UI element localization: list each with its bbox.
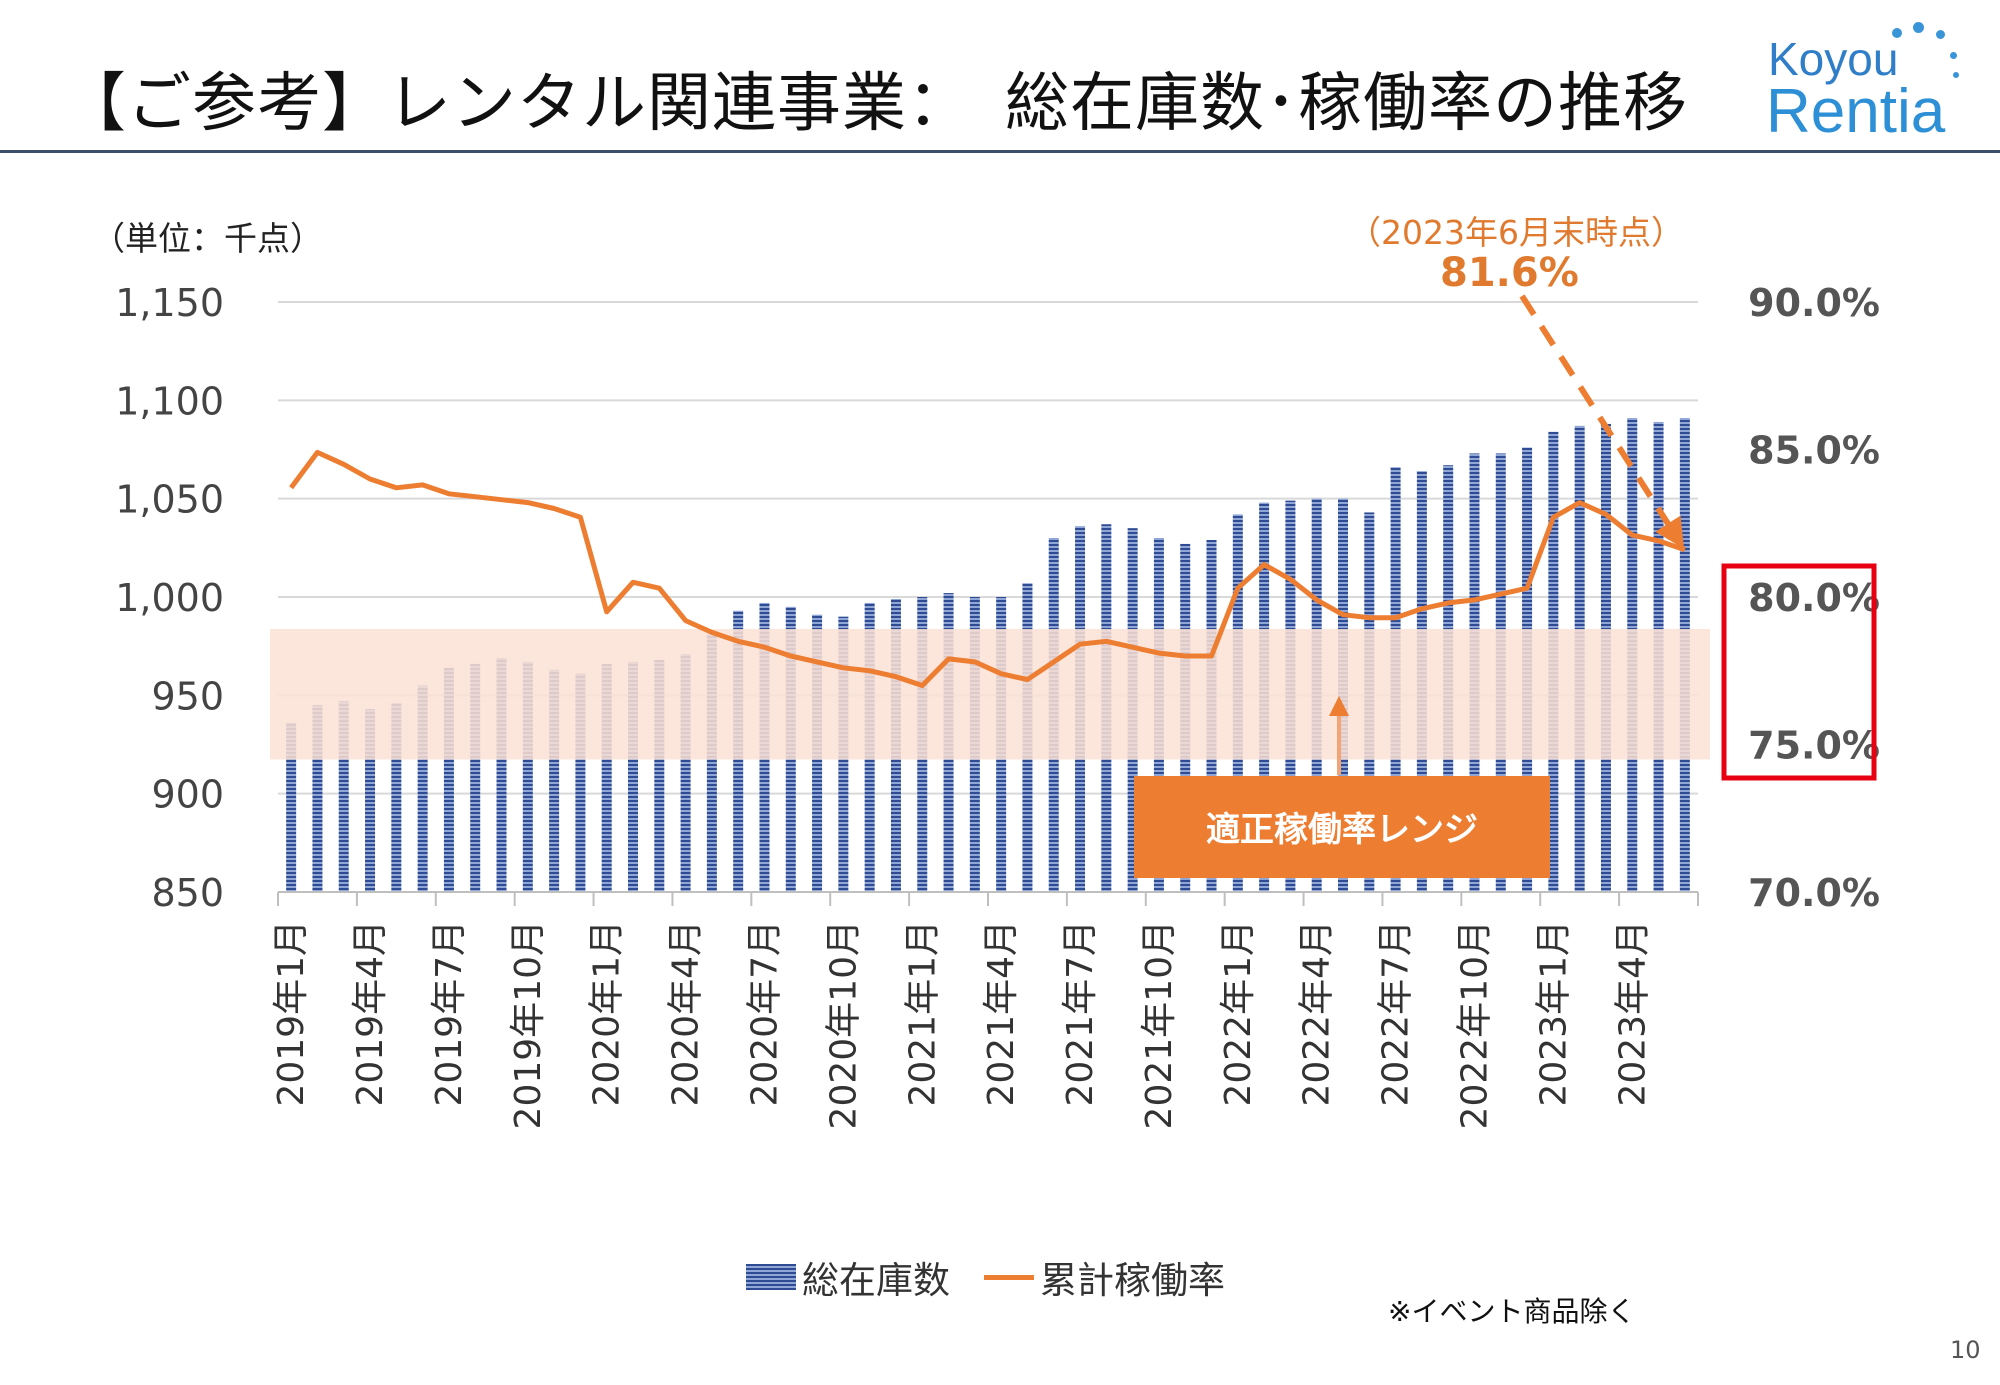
legend-line-swatch [984, 1274, 1034, 1280]
x-axis-tick-label: 2023年4月 [1612, 920, 1653, 1107]
x-axis-tick-label: 2019年4月 [350, 920, 391, 1107]
bar-total-inventory [549, 669, 560, 892]
unit-label: （単位：千点） [92, 219, 323, 258]
x-axis-tick-label: 2021年7月 [1060, 920, 1101, 1107]
callout-value: 81.6% [1440, 250, 1579, 296]
bar-total-inventory [628, 661, 638, 892]
bar-total-inventory [522, 661, 533, 892]
x-axis-tick-label: 2019年7月 [429, 920, 470, 1107]
x-axis-tick-label: 2021年1月 [902, 920, 943, 1107]
x-axis-tick-label: 2020年1月 [587, 920, 628, 1107]
bar-total-inventory [496, 657, 507, 892]
left-axis-tick-label: 1,000 [115, 576, 224, 620]
right-axis-tick-label: 90.0% [1748, 281, 1880, 325]
x-axis-tick-label: 2020年7月 [744, 920, 785, 1107]
left-axis-tick-label: 850 [151, 871, 224, 915]
bar-total-inventory [601, 663, 612, 892]
bar-total-inventory [443, 667, 454, 892]
logo-text-rentia: Rentia [1766, 77, 1946, 146]
bar-total-inventory [706, 634, 717, 892]
logo-dot [1892, 28, 1902, 38]
x-axis-tick-label: 2021年4月 [981, 920, 1022, 1107]
logo-text-koyou: Koyou [1768, 33, 1899, 85]
company-logo: Koyou Rentia [1758, 14, 1990, 146]
axes: 850 900 950 1,000 1,050 1,100 1,150 70.0% 75.0% 8… [115, 281, 1880, 1129]
page-title: 【ご参考】レンタル関連事業： 総在庫数･稼働率の推移 [62, 67, 1688, 141]
callout-arrow [1519, 294, 1685, 549]
bar-total-inventory [417, 685, 428, 892]
bar-total-inventory [286, 722, 297, 892]
band-label-text: 適正稼働率レンジ [1206, 810, 1478, 850]
target-range-band [270, 629, 1710, 760]
left-axis-tick-label: 950 [151, 674, 224, 718]
logo-dot [1913, 22, 1924, 33]
target-range-rect [270, 629, 1710, 760]
right-axis-tick-label: 75.0% [1748, 724, 1880, 768]
x-axis-tick-label: 2022年1月 [1218, 920, 1259, 1107]
left-axis-tick-label: 1,150 [115, 281, 224, 325]
bar-total-inventory [391, 703, 402, 892]
legend-line-label: 累計稼働率 [1040, 1259, 1225, 1302]
bar-total-inventory [338, 701, 349, 892]
title-underline [0, 150, 2000, 153]
band-label-box [1134, 776, 1550, 878]
x-axis-tick-label: 2023年1月 [1533, 920, 1574, 1107]
bar-total-inventory [365, 709, 376, 892]
line-cumulative-utilization [289, 449, 1686, 688]
left-axis-tick-label: 900 [151, 773, 224, 817]
page-number: 10 [1950, 1336, 1981, 1364]
right-axis-tick-label: 80.0% [1748, 576, 1880, 620]
bar-total-inventory [654, 659, 665, 892]
annotations: 適正稼働率レンジ [1134, 294, 1877, 878]
left-axis-tick-label: 1,050 [115, 478, 224, 522]
callout-date: （2023年6月末時点） [1348, 213, 1684, 252]
right-axis-tick-label: 85.0% [1748, 429, 1880, 473]
logo-dot [1936, 30, 1945, 39]
bar-total-inventory [575, 673, 586, 892]
left-axis-tick-label: 1,100 [115, 379, 224, 423]
legend: 総在庫数 累計稼働率 [746, 1250, 1225, 1304]
legend-bar-swatch [746, 1264, 796, 1290]
highlight-box [1721, 563, 1877, 781]
bar-total-inventory [680, 654, 691, 892]
x-axis-tick-label: 2022年4月 [1297, 920, 1338, 1107]
logo-dot [1950, 52, 1957, 59]
x-axis-tick-label: 2020年4月 [666, 920, 707, 1107]
right-axis-tick-label: 70.0% [1748, 871, 1880, 915]
logo-dot [1953, 72, 1959, 78]
x-axis-tick-label: 2022年10月 [1454, 920, 1495, 1129]
x-axis-tick-label: 2019年10月 [508, 920, 549, 1129]
bar-total-inventory [470, 663, 481, 892]
x-axis-tick-label: 2019年1月 [271, 920, 312, 1107]
line-series [289, 449, 1686, 688]
x-axis-tick-label: 2022年7月 [1376, 920, 1417, 1107]
footnote: ※イベント商品除く [1388, 1295, 1636, 1328]
x-axis-tick-label: 2020年10月 [823, 920, 864, 1129]
x-axis-tick-label: 2021年10月 [1139, 920, 1180, 1129]
legend-bar-label: 総在庫数 [802, 1259, 950, 1302]
bar-total-inventory [312, 705, 323, 892]
